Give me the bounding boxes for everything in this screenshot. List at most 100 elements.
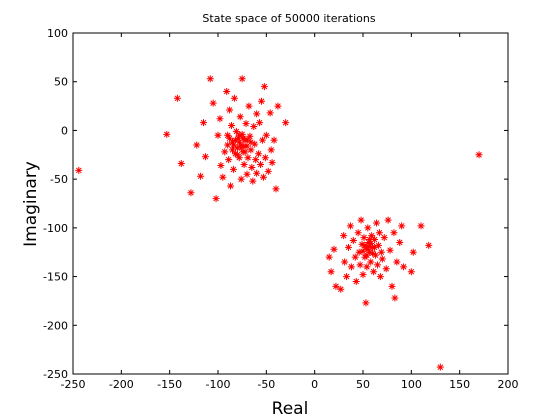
- data-point: [253, 169, 261, 177]
- data-point: [235, 131, 243, 139]
- data-point: [187, 189, 195, 197]
- x-tick-label: 150: [449, 378, 470, 391]
- x-axis-label: Real: [272, 399, 309, 419]
- data-point: [177, 160, 185, 168]
- data-point: [231, 136, 239, 144]
- data-point: [378, 255, 386, 263]
- data-point: [227, 182, 235, 190]
- data-point: [251, 140, 259, 148]
- data-point: [226, 106, 234, 114]
- data-point: [216, 115, 224, 123]
- data-point: [374, 241, 382, 249]
- x-tick-label: -250: [61, 378, 86, 391]
- data-point: [235, 154, 243, 162]
- data-point: [209, 99, 217, 107]
- data-point: [272, 185, 280, 193]
- data-point: [268, 159, 276, 167]
- data-point: [200, 119, 207, 127]
- data-point: [357, 216, 365, 224]
- data-point: [224, 131, 232, 139]
- data-point: [241, 148, 249, 156]
- data-point: [417, 222, 425, 230]
- data-point: [75, 166, 83, 174]
- data-point: [390, 229, 398, 237]
- plot-area: -250 -200 -150 -100 -50 0 50 100 150 200 100 50 0 -50…: [43, 27, 518, 391]
- data-point: [391, 294, 399, 302]
- data-point: [238, 75, 246, 83]
- data-point: [257, 161, 265, 169]
- data-point: [242, 120, 250, 128]
- data-point: [225, 156, 233, 164]
- data-point: [363, 263, 371, 271]
- data-point: [228, 122, 236, 130]
- y-axis-label: Imaginary: [21, 161, 41, 247]
- data-point: [240, 161, 248, 169]
- data-point: [237, 144, 245, 152]
- data-point: [365, 242, 373, 250]
- y-tick-label: 100: [47, 27, 68, 40]
- data-point: [253, 110, 261, 118]
- plot-frame: [72, 32, 509, 375]
- data-point: [337, 285, 345, 293]
- data-point: [221, 148, 229, 156]
- axis-ticks: -250 -200 -150 -100 -50 0 50 100 150 200 100 50 0 -50…: [43, 27, 518, 391]
- chart-title: State space of 50000 iterations: [202, 12, 375, 25]
- data-point: [217, 162, 225, 170]
- x-tick-label: -50: [257, 378, 275, 391]
- data-point: [351, 253, 359, 261]
- data-point: [396, 238, 404, 246]
- data-point: [352, 277, 360, 285]
- data-point: [252, 156, 260, 164]
- data-point: [248, 163, 256, 171]
- data-point: [341, 258, 349, 266]
- x-tick-label: -150: [157, 378, 182, 391]
- data-point: [380, 234, 388, 242]
- data-point: [425, 241, 433, 249]
- data-point: [214, 131, 222, 139]
- data-point: [365, 238, 373, 246]
- data-point: [349, 237, 357, 245]
- y-tick-label: 0: [61, 124, 68, 137]
- data-point: [197, 172, 205, 180]
- data-point: [409, 248, 417, 256]
- data-point: [229, 138, 236, 146]
- data-point: [400, 263, 408, 271]
- data-point: [367, 239, 375, 247]
- data-point: [201, 153, 209, 161]
- data-point: [358, 240, 366, 248]
- data-point: [255, 150, 263, 158]
- x-tick-label: 100: [401, 378, 422, 391]
- data-point: [393, 258, 401, 266]
- data-point: [163, 130, 171, 138]
- data-point: [347, 263, 355, 271]
- data-point: [371, 236, 379, 244]
- data-point: [241, 142, 249, 150]
- data-point: [270, 136, 278, 144]
- data-point: [262, 131, 270, 139]
- data-point: [246, 132, 254, 140]
- y-tick-label: 50: [54, 76, 68, 89]
- data-point: [386, 246, 394, 254]
- data-point: [258, 97, 265, 105]
- data-points: [75, 75, 483, 371]
- data-point: [388, 282, 396, 290]
- data-point: [233, 144, 241, 152]
- data-point: [267, 146, 275, 154]
- data-point: [239, 134, 247, 142]
- data-point: [327, 268, 335, 276]
- data-point: [364, 224, 372, 232]
- data-point: [368, 232, 376, 240]
- data-point: [264, 167, 272, 175]
- y-tick-label: -250: [43, 368, 68, 381]
- y-tick-label: -200: [43, 319, 68, 332]
- data-point: [261, 154, 269, 162]
- data-point: [243, 136, 251, 144]
- data-point: [206, 75, 214, 83]
- data-point: [260, 83, 268, 91]
- data-point: [366, 248, 374, 256]
- data-point: [372, 251, 380, 259]
- data-point: [229, 141, 237, 149]
- data-point: [243, 170, 251, 178]
- data-point: [356, 261, 364, 269]
- data-point: [173, 94, 181, 102]
